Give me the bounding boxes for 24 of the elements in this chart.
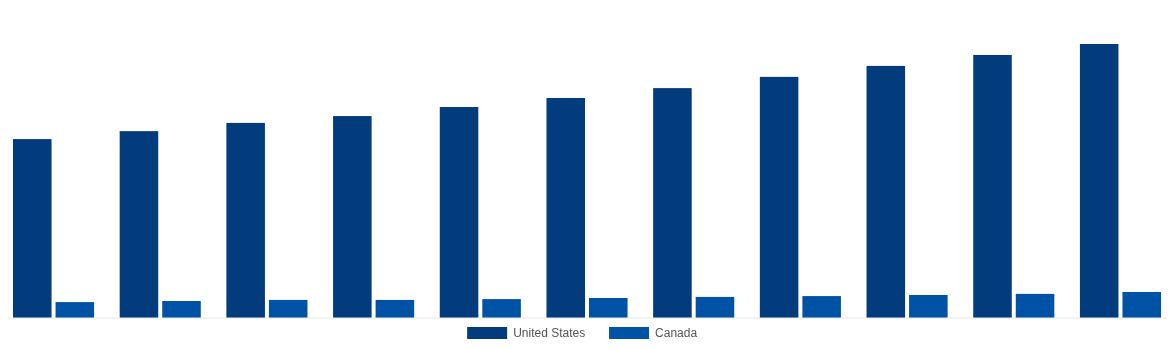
bar: [802, 296, 841, 318]
bar: [119, 131, 159, 318]
bar: [162, 301, 201, 318]
bar: [866, 65, 906, 318]
legend-label: United States: [513, 326, 586, 340]
bar: [653, 88, 692, 318]
bar: [973, 54, 1012, 318]
bar: [759, 76, 799, 318]
bar: [695, 296, 735, 318]
bar: [333, 116, 372, 318]
bar: [375, 299, 415, 318]
bar: [1079, 44, 1119, 318]
bar: [1122, 291, 1161, 318]
bar: [546, 97, 585, 318]
bar: [589, 298, 628, 318]
bar: [55, 302, 95, 318]
bar: [439, 107, 479, 318]
bar: [268, 299, 308, 318]
bar: [482, 299, 521, 318]
bar: [226, 122, 265, 318]
bar: [1015, 293, 1055, 318]
bar: [13, 139, 52, 318]
legend-label: Canada: [655, 326, 698, 340]
bar: [909, 294, 948, 318]
